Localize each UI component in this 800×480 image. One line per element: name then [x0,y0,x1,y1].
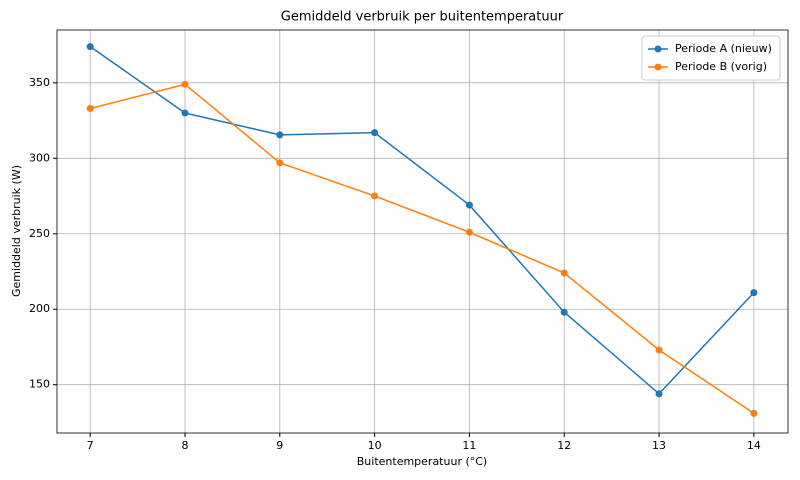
legend-box [641,35,781,81]
data-point [655,346,663,354]
legend-marker [654,63,662,71]
y-tick-label: 200 [29,302,50,315]
plot-frame [56,29,789,434]
data-point [86,43,94,51]
data-point [86,104,94,112]
data-point [560,308,568,316]
chart-title: Gemiddeld verbruik per buitentemperatuur [281,10,564,25]
x-tick-label: 11 [462,439,476,452]
x-tick-label: 8 [181,439,188,452]
x-tick-label: 12 [557,439,571,452]
x-tick-label: 10 [368,439,382,452]
y-tick-label: 300 [29,151,50,164]
legend-label: Periode A (nieuw) [675,42,772,55]
data-point [371,192,379,200]
data-point [560,269,568,277]
data-point [276,131,284,139]
x-tick-label: 7 [87,439,94,452]
data-point [371,129,379,137]
data-point [181,80,189,88]
series-line [89,83,755,415]
legend-marker [654,45,662,53]
x-tick-label: 9 [276,439,283,452]
data-point [181,109,189,117]
data-point [750,409,758,417]
data-point [655,390,663,398]
legend-label: Periode B (vorig) [675,60,767,73]
x-tick-label: 13 [652,439,666,452]
y-tick-label: 250 [29,227,50,240]
data-point [465,201,473,209]
data-point [750,289,758,297]
x-tick-label: 14 [747,439,761,452]
x-axis-label: Buitentemperatuur (°C) [357,455,487,468]
data-point [465,228,473,236]
y-tick-label: 150 [29,378,50,391]
data-point [276,159,284,167]
series-line [89,45,755,395]
y-axis-label: Gemiddeld verbruik (W) [10,165,23,297]
y-tick-label: 350 [29,76,50,89]
